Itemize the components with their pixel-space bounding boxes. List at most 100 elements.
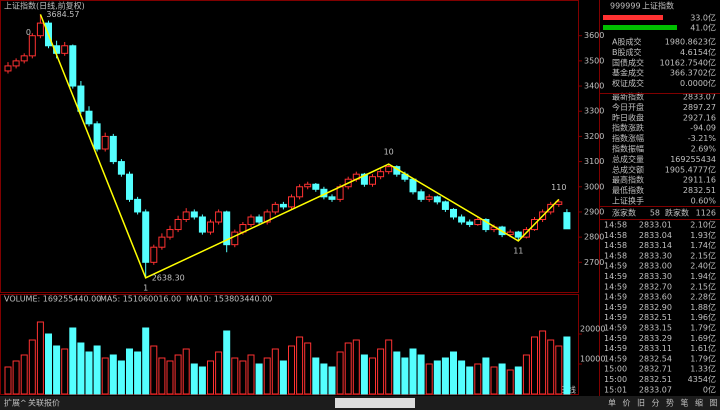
stat-value: 2897.27 <box>683 103 716 112</box>
candle-body <box>482 219 490 231</box>
tick-price: 2833.30 <box>639 272 672 281</box>
volume-bar <box>85 351 93 395</box>
tick-price: 2832.90 <box>639 303 672 312</box>
stat-value: -94.09 <box>690 124 716 133</box>
volume-bar <box>539 330 547 395</box>
volume-bar <box>450 351 457 395</box>
tick-time: 14:59 <box>604 272 627 281</box>
volume-bar <box>360 354 368 395</box>
volume-bar <box>344 342 352 395</box>
candle-body <box>207 221 214 233</box>
volume-bar <box>555 345 563 395</box>
wave-label: 10 <box>384 148 394 157</box>
tick-time: 14:59 <box>604 354 627 363</box>
volume-bar <box>320 363 328 395</box>
panel-tab[interactable]: 笔 <box>681 398 689 408</box>
panel-tab[interactable]: 单 <box>608 398 616 408</box>
volume-bar <box>190 363 198 395</box>
y-tick-label: 3100 <box>584 157 604 166</box>
volume-bar <box>231 357 239 395</box>
tick-time: 14:58 <box>604 221 627 230</box>
tick-price: 2832.51 <box>639 313 672 322</box>
volume-bar <box>4 366 12 395</box>
volume-bar <box>223 330 231 395</box>
tick-price: 2833.15 <box>639 324 672 333</box>
tick-price: 2832.71 <box>639 365 672 374</box>
volume-bar <box>490 366 498 395</box>
stat-label: 今日开盘 <box>612 102 644 112</box>
status-expand[interactable]: 扩展^ <box>4 398 27 408</box>
stat-label: 上证换手 <box>612 196 644 206</box>
volume-bar <box>126 348 133 395</box>
volume-bar <box>198 366 206 395</box>
fall-count: 1126 <box>696 209 716 218</box>
tick-price: 2833.00 <box>639 262 672 271</box>
sell-label: 41.0亿 <box>690 23 716 33</box>
tick-amount: 1.79亿 <box>690 323 716 333</box>
tick-price: 2832.51 <box>639 375 672 384</box>
volume-bar <box>255 363 263 395</box>
stat-label: 最高指数 <box>612 175 644 185</box>
y-tick-label: 3000 <box>584 182 604 191</box>
y-tick-label: 3500 <box>584 56 604 65</box>
tick-price: 2833.01 <box>639 221 672 230</box>
panel-tab[interactable]: 势 <box>666 398 674 408</box>
stat-value: 2832.51 <box>683 186 716 195</box>
volume-bar <box>174 354 182 395</box>
stat-label: 指数振幅 <box>612 144 644 154</box>
volume-bar <box>352 339 360 395</box>
panel-tab[interactable]: 图 <box>710 399 718 408</box>
tick-amount: 1.79亿 <box>690 353 716 363</box>
tick-price: 2833.14 <box>639 241 672 250</box>
tick-amount: 2.15亿 <box>690 250 716 260</box>
status-related[interactable]: 关联报价 <box>28 398 60 408</box>
candle-body <box>279 203 287 208</box>
candle-body <box>377 171 385 178</box>
volume-bar <box>150 345 158 395</box>
volume-bar <box>117 360 125 395</box>
candle-body <box>409 178 417 193</box>
stat-value: 169255434 <box>670 155 716 164</box>
panel-tab[interactable]: 价 <box>623 399 631 408</box>
panel-tab[interactable]: 分 <box>652 399 660 408</box>
stat-value: 0.0000亿 <box>680 78 716 88</box>
candle-body <box>369 176 376 185</box>
wave-label: 11 <box>513 246 523 255</box>
stat-label: 基金成交 <box>612 68 644 78</box>
tool-strip[interactable] <box>335 398 415 408</box>
candle-body <box>263 211 271 223</box>
stat-label: 最新指数 <box>612 92 644 102</box>
stat-label: 最低指数 <box>612 185 644 195</box>
tick-time: 14:58 <box>604 251 627 260</box>
stock-name: 上证指数 <box>642 1 674 11</box>
volume-bar <box>393 351 401 395</box>
wave-label: 1 <box>143 283 148 292</box>
volume-bar <box>482 357 490 395</box>
candle-body <box>61 45 69 54</box>
y-tick-label: 2700 <box>584 258 604 267</box>
volume-bar <box>109 354 117 395</box>
vol-tick-label: 10000 <box>580 355 605 364</box>
volume-bar <box>304 342 312 395</box>
stat-label: 昨日收盘 <box>612 112 644 122</box>
candle-body <box>441 201 449 210</box>
stat-label: B股成交 <box>612 47 642 57</box>
stat-value: 0.60% <box>691 197 717 206</box>
candle-body <box>12 60 20 67</box>
tick-time: 14:59 <box>604 303 627 312</box>
candle-body <box>101 135 109 150</box>
tick-amount: 1.88亿 <box>690 302 716 312</box>
panel-tab[interactable]: 旧 <box>637 399 645 408</box>
panel-tab[interactable]: 缩 <box>695 398 703 408</box>
candle-body <box>271 203 279 213</box>
volume-bar <box>279 360 287 395</box>
volume-bar <box>433 360 441 395</box>
volume-bar <box>296 336 304 395</box>
stat-label: 指数涨跌 <box>612 123 644 133</box>
stat-label: 总成交额 <box>612 164 644 174</box>
tick-time: 15:00 <box>604 375 627 384</box>
volume-bar <box>20 354 28 395</box>
volume-bar <box>369 357 376 395</box>
candle-body <box>117 161 125 175</box>
